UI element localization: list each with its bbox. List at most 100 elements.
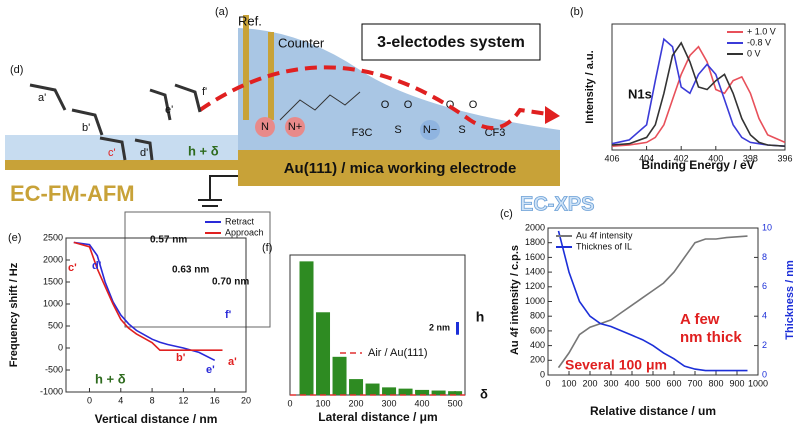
- panel-label: (a): [215, 6, 228, 18]
- panel-label: (f): [262, 242, 272, 254]
- y-axis-label: Intensity / a.u.: [584, 50, 596, 123]
- annotation: 0.63 nm: [172, 265, 209, 276]
- x-tick-label: 0: [545, 378, 550, 388]
- annotation: e': [206, 364, 215, 376]
- x-tick-label: 300: [603, 378, 618, 388]
- y-tick-label: 200: [530, 355, 545, 365]
- substrate: [5, 160, 238, 170]
- y-tick-label: 600: [530, 325, 545, 335]
- annotation: A few: [680, 311, 720, 328]
- x-tick-label: 0: [287, 398, 292, 408]
- x-axis-label: Vertical distance / nm: [95, 412, 218, 426]
- y-tick-label: 1200: [525, 281, 545, 291]
- afm-label: EC-FM-AFM: [10, 181, 135, 206]
- y-tick-label: 2000: [525, 222, 545, 232]
- bar: [316, 312, 330, 395]
- atom: O: [404, 99, 413, 111]
- bar: [415, 390, 429, 395]
- y-tick-label: 1000: [43, 298, 63, 308]
- x-tick-label: 100: [561, 378, 576, 388]
- tip-label: d': [140, 147, 148, 159]
- x-axis-label: Binding Energy / eV: [641, 158, 754, 172]
- x-tick-label: 200: [582, 378, 597, 388]
- x-tick-label: 406: [604, 153, 619, 163]
- x-tick-label: 20: [241, 395, 251, 405]
- x-tick-label: 8: [150, 395, 155, 405]
- line-series: [559, 231, 748, 371]
- tip-label: e': [165, 104, 173, 116]
- y-tick-label: 1000: [525, 296, 545, 306]
- y-tick-label: 400: [530, 340, 545, 350]
- x-tick-label: 500: [645, 378, 660, 388]
- x-tick-label: 300: [382, 398, 397, 408]
- x-tick-label: 400: [415, 398, 430, 408]
- panel-label: (b): [570, 6, 583, 18]
- atom: N: [261, 121, 269, 133]
- x-tick-label: 900: [729, 378, 744, 388]
- annotation: 0.57 nm: [150, 235, 187, 246]
- atom: F3C: [352, 127, 373, 139]
- x-tick-label: 700: [687, 378, 702, 388]
- y-axis-label: h: [476, 309, 485, 325]
- x-tick-label: 500: [448, 398, 463, 408]
- x-tick-label: 398: [743, 153, 758, 163]
- annotation: d': [92, 260, 102, 272]
- annotation: nm thick: [680, 329, 742, 346]
- x-tick-label: 400: [708, 153, 723, 163]
- tip-label: c': [108, 147, 116, 159]
- x-tick-label: 396: [777, 153, 792, 163]
- counter-label: Counter: [278, 35, 325, 50]
- xps-label: EC-XPS: [520, 193, 594, 215]
- system-label: 3-electodes system: [377, 34, 525, 51]
- y2-axis-label: Thickness / nm: [784, 260, 796, 340]
- annotation: h + δ: [95, 371, 126, 386]
- electrode-label: Au(111) / mica working electrode: [284, 160, 517, 177]
- annotation: b': [176, 352, 186, 364]
- bar: [333, 357, 347, 395]
- y-tick-label: 1500: [43, 276, 63, 286]
- x-tick-label: 12: [178, 395, 188, 405]
- legend-label: Thicknes of IL: [576, 241, 632, 251]
- bar: [399, 389, 413, 395]
- x-tick-label: 400: [624, 378, 639, 388]
- annotation: N1s: [628, 86, 652, 101]
- y2-tick-label: 0: [762, 369, 767, 379]
- y-tick-label: 1800: [525, 237, 545, 247]
- atom: O: [381, 99, 390, 111]
- scale-bar-label: 2 nm: [429, 323, 450, 333]
- annotation: c': [68, 262, 77, 274]
- circuit: [210, 176, 238, 200]
- legend-label: Air / Au(111): [368, 347, 428, 359]
- panel-label: (c): [500, 208, 513, 220]
- legend-label: Au 4f intensity: [576, 230, 633, 240]
- x-tick-label: 0: [87, 395, 92, 405]
- y2-tick-label: 2: [762, 340, 767, 350]
- legend-label: Retract: [225, 216, 255, 226]
- x-tick-label: 100: [316, 398, 331, 408]
- atom: N−: [423, 124, 437, 136]
- y-tick-label: 1400: [525, 266, 545, 276]
- legend-label: + 1.0 V: [747, 26, 776, 36]
- atom: S: [394, 124, 401, 136]
- annotation: δ: [480, 386, 488, 401]
- tip-label: a': [38, 92, 46, 104]
- panel-label: (d): [10, 64, 23, 76]
- y2-tick-label: 4: [762, 311, 767, 321]
- x-tick-label: 402: [674, 153, 689, 163]
- annotation: f': [225, 309, 232, 321]
- line-series: [559, 236, 748, 368]
- y2-tick-label: 6: [762, 281, 767, 291]
- atom: O: [469, 99, 478, 111]
- atom: N+: [288, 121, 302, 133]
- x-tick-label: 200: [349, 398, 364, 408]
- tip-label: b': [82, 122, 90, 134]
- x-axis-label: Lateral distance / μm: [318, 410, 437, 424]
- tip-label: f': [202, 86, 207, 98]
- x-axis-label: Relative distance / um: [590, 404, 716, 418]
- x-tick-label: 16: [210, 395, 220, 405]
- bar: [382, 387, 396, 395]
- y-tick-label: 0: [58, 342, 63, 352]
- legend-label: -0.8 V: [747, 37, 771, 47]
- y-tick-label: 2000: [43, 254, 63, 264]
- y-tick-label: 1600: [525, 252, 545, 262]
